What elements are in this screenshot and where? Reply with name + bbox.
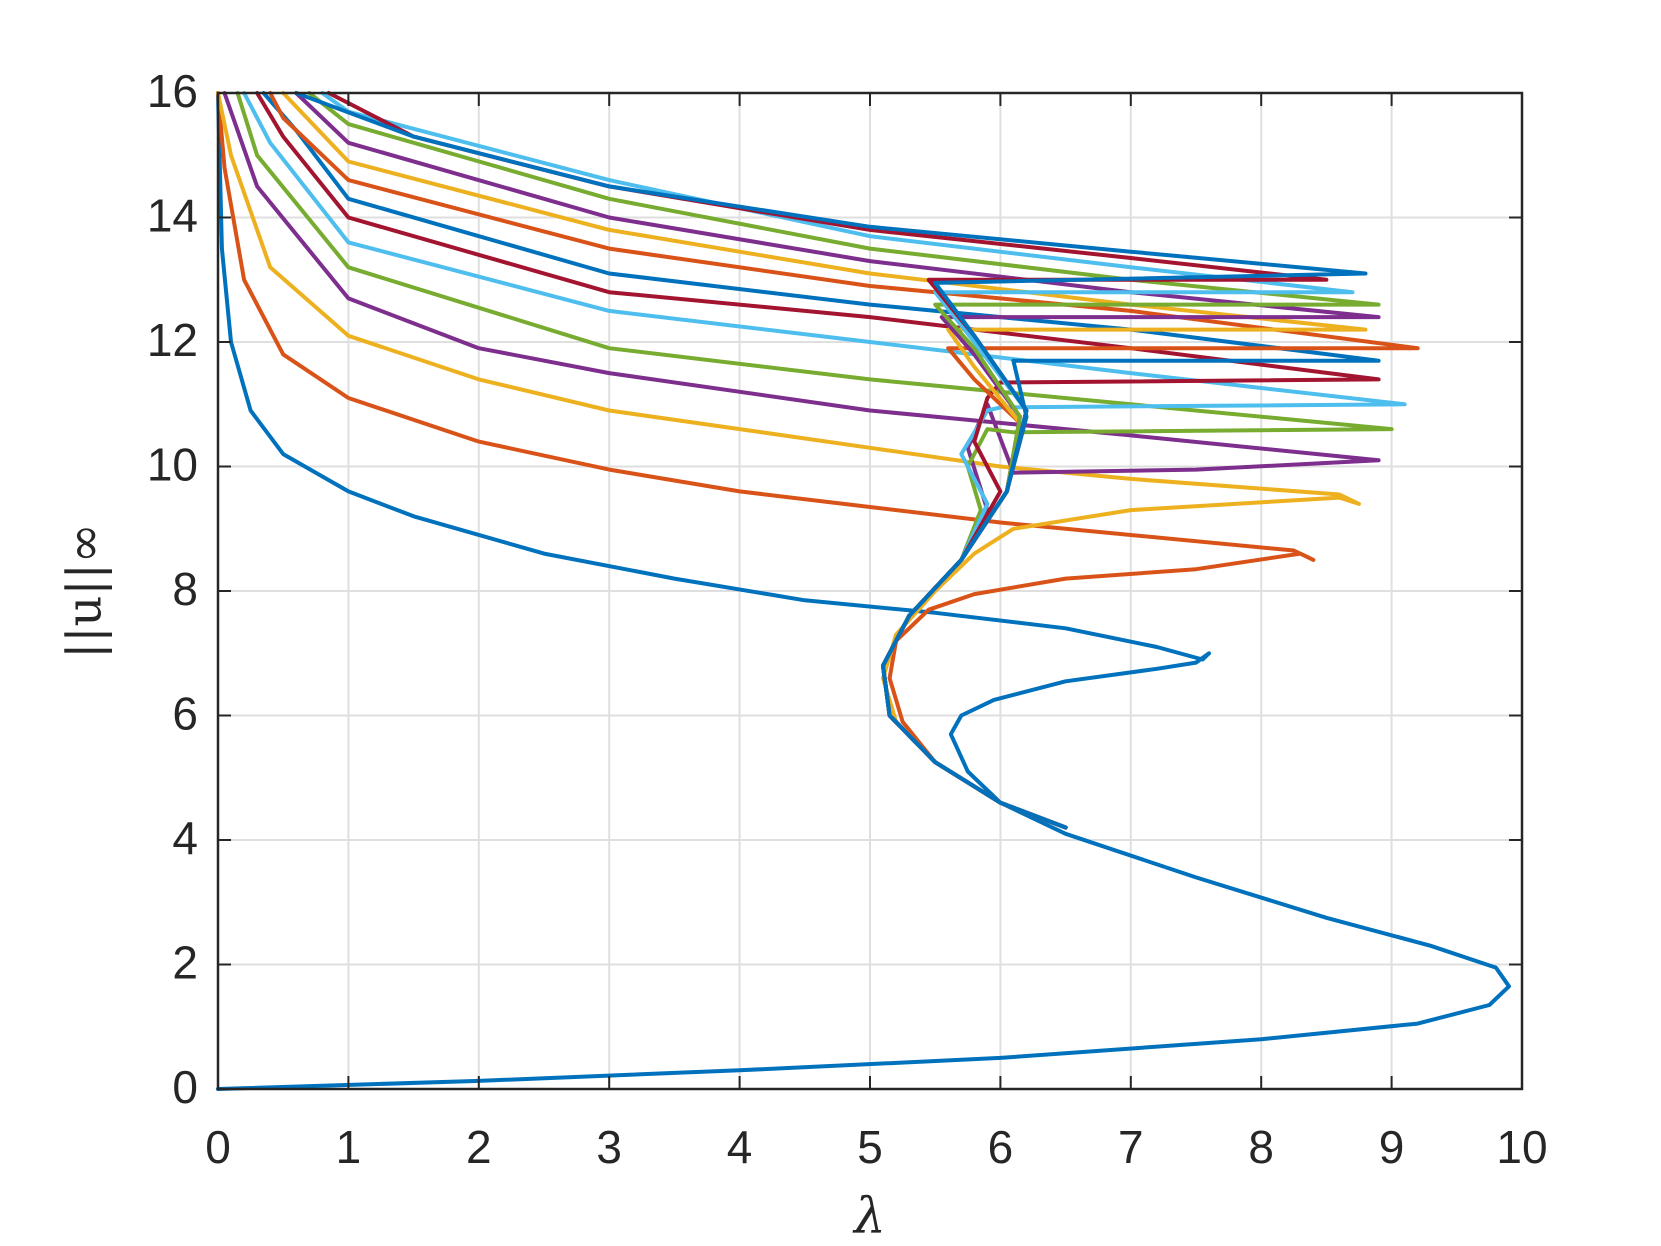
x-tick-label: 8 [1248,1121,1274,1173]
curve [235,91,1394,830]
curve [242,91,1407,830]
curve [268,91,1420,830]
curve [216,91,1511,1091]
x-tick-label: 3 [596,1121,622,1173]
y-tick-label: 4 [172,812,198,864]
x-tick-label: 1 [336,1121,362,1173]
x-axis-label: λ [852,1187,886,1245]
x-tick-label: 10 [1496,1121,1547,1173]
curve [294,91,1368,830]
y-tick-label: 2 [172,937,198,989]
curve [307,91,1381,830]
curve [294,91,1381,830]
y-axis-label: ||u||∞ [57,523,113,659]
y-tick-label: 6 [172,688,198,740]
curve [216,91,1316,830]
y-tick-label: 10 [147,439,198,491]
x-tick-label: 4 [727,1121,753,1173]
x-tick-label: 5 [857,1121,883,1173]
y-tick-label: 0 [172,1061,198,1113]
y-tick-label: 12 [147,314,198,366]
curve [216,91,1361,830]
x-tick-label: 7 [1118,1121,1144,1173]
x-tick-label: 6 [988,1121,1014,1173]
grid [217,92,1523,1090]
x-tick-label: 0 [205,1121,231,1173]
y-tick-label: 14 [147,190,198,242]
lines [216,91,1511,1091]
x-tick-label: 9 [1379,1121,1405,1173]
curve [255,91,1381,830]
y-tick-label: 16 [147,65,198,117]
curve [222,91,1381,830]
curve [320,91,1355,830]
curve [281,91,1368,830]
x-tick-label: 2 [466,1121,492,1173]
y-tick-label: 8 [172,563,198,615]
